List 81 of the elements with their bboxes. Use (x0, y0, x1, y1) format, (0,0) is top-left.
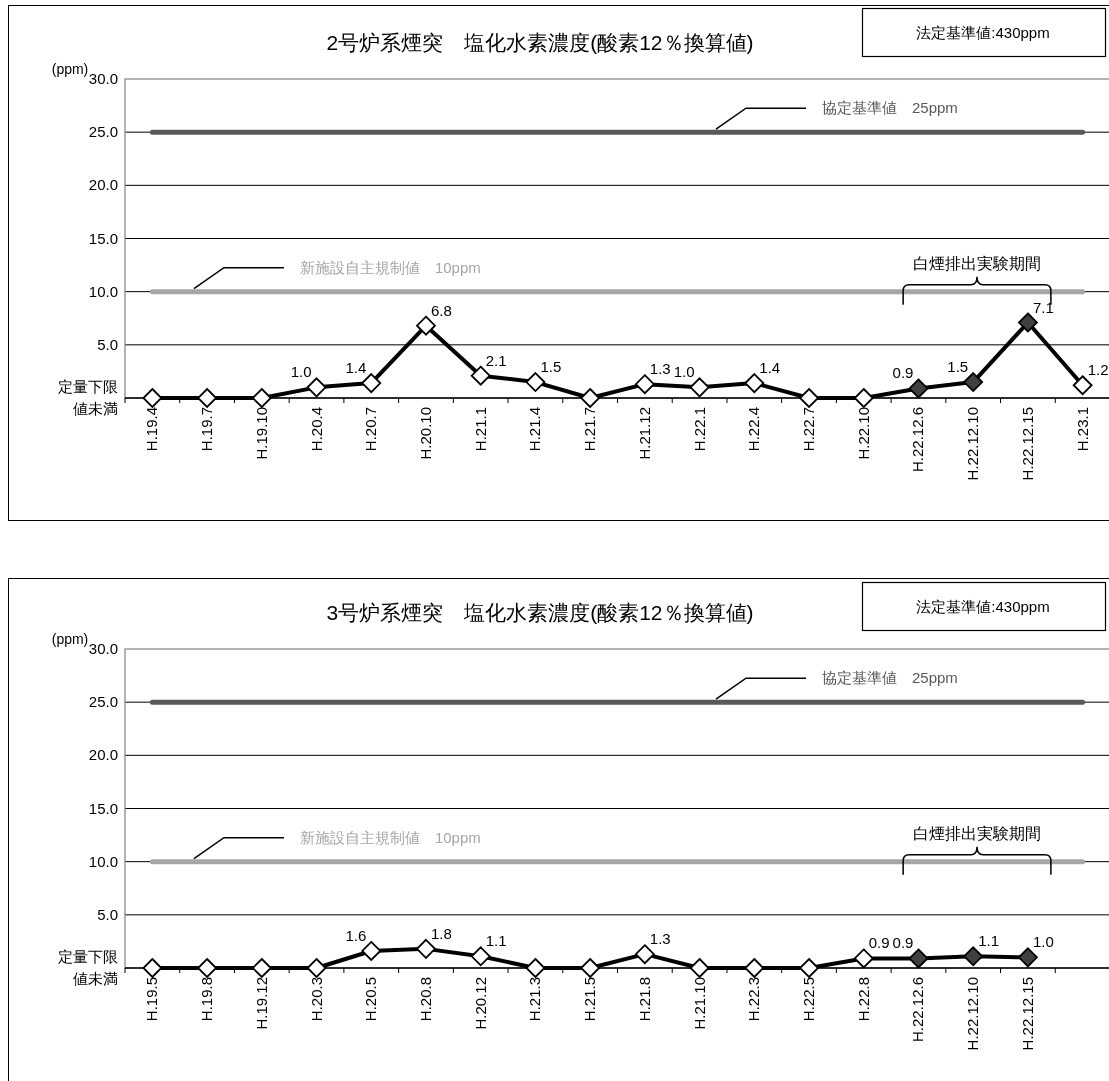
ylabel: (ppm) (51, 61, 89, 77)
xtick: H.19.4 (143, 407, 161, 452)
annotation: 白煙排出実験期間 (913, 824, 1042, 842)
ylabel: (ppm) (51, 631, 89, 647)
annotation: 白煙排出実験期間 (913, 254, 1042, 272)
xtick: H.19.8 (198, 977, 216, 1022)
xtick: H.22.12.6 (909, 977, 927, 1043)
data-label: 1.0 (1032, 933, 1054, 951)
ytick: 15.0 (88, 229, 118, 247)
ref-label: 新施設自主規制値 10ppm (299, 258, 481, 276)
ytick: 15.0 (88, 799, 118, 817)
xtick: H.20.10 (416, 407, 434, 460)
xtick: H.19.5 (143, 977, 161, 1022)
xtick: H.22.12.10 (964, 977, 982, 1051)
title: 2号炉系煙突 塩化水素濃度(酸素12％換算値) (326, 31, 754, 54)
ytick: 20.0 (88, 176, 118, 194)
xtick: H.20.7 (362, 407, 380, 452)
ytick: 定量下限値未満 (58, 948, 118, 987)
xtick: H.21.10 (690, 977, 708, 1030)
xtick: H.22.12.15 (1018, 407, 1036, 481)
ytick: 定量下限値未満 (58, 378, 118, 417)
ytick: 20.0 (88, 746, 118, 764)
data-label: 0.9 (868, 934, 890, 952)
xtick: H.19.12 (252, 977, 270, 1030)
xtick: H.22.7 (800, 407, 818, 452)
annotation: 法定基準値:430ppm (916, 24, 1050, 41)
annotation: 法定基準値:430ppm (916, 598, 1050, 615)
ytick: 10.0 (88, 282, 118, 300)
xtick: H.22.12.6 (909, 407, 927, 473)
data-label: 6.8 (430, 301, 452, 319)
ytick: 30.0 (88, 640, 118, 657)
xtick: H.22.1 (690, 407, 708, 452)
xtick: H.20.5 (362, 977, 380, 1022)
xtick: H.21.8 (635, 977, 653, 1022)
xtick: H.20.12 (471, 977, 489, 1030)
ytick: 5.0 (97, 335, 118, 353)
xtick: H.21.12 (635, 407, 653, 460)
xtick: H.21.4 (526, 407, 544, 452)
xtick: H.22.4 (745, 407, 763, 452)
ref-label: 新施設自主規制値 10ppm (299, 828, 481, 846)
xtick: H.19.7 (198, 407, 216, 452)
xtick: H.20.4 (307, 407, 325, 452)
xtick: H.22.8 (854, 977, 872, 1022)
ytick: 25.0 (88, 123, 118, 141)
xtick: H.22.5 (800, 977, 818, 1022)
xtick: H.20.8 (416, 977, 434, 1022)
data-label: 1.1 (485, 932, 507, 950)
data-label: 1.1 (978, 932, 1000, 950)
data-label: 1.2 (1087, 361, 1109, 379)
data-label: 1.5 (947, 358, 969, 376)
xtick: H.19.10 (252, 407, 270, 460)
xtick: H.21.5 (581, 977, 599, 1022)
ytick: 25.0 (88, 693, 118, 711)
data-label: 1.6 (345, 927, 367, 944)
data-label: 1.3 (649, 930, 671, 948)
data-label: 1.0 (290, 363, 312, 381)
data-label: 7.1 (1032, 298, 1054, 316)
ref-label: 協定基準値 25ppm (822, 99, 958, 117)
xtick: H.22.3 (745, 977, 763, 1022)
data-label: 2.1 (485, 351, 507, 369)
ref-label: 協定基準値 25ppm (822, 669, 958, 687)
xtick: H.22.12.15 (1018, 977, 1036, 1051)
data-label: 1.4 (345, 359, 367, 377)
ytick: 5.0 (97, 905, 118, 923)
xtick: H.22.10 (854, 407, 872, 460)
data-label: 1.4 (759, 359, 781, 377)
data-label: 1.0 (673, 363, 695, 381)
data-label: 1.8 (430, 924, 452, 942)
xtick: H.22.12.10 (964, 407, 982, 481)
data-label: 0.9 (892, 364, 914, 382)
xtick: H.21.7 (581, 407, 599, 452)
data-label: 0.9 (892, 934, 914, 952)
xtick: H.21.1 (471, 407, 489, 452)
title: 3号炉系煙突 塩化水素濃度(酸素12％換算値) (326, 601, 754, 624)
xtick: H.23.1 (1073, 407, 1091, 452)
data-label: 1.3 (649, 360, 671, 378)
ytick: 30.0 (88, 70, 118, 87)
ytick: 10.0 (88, 852, 118, 870)
xtick: H.20.3 (307, 977, 325, 1022)
xtick: H.21.3 (526, 977, 544, 1022)
data-label: 1.5 (540, 358, 562, 376)
